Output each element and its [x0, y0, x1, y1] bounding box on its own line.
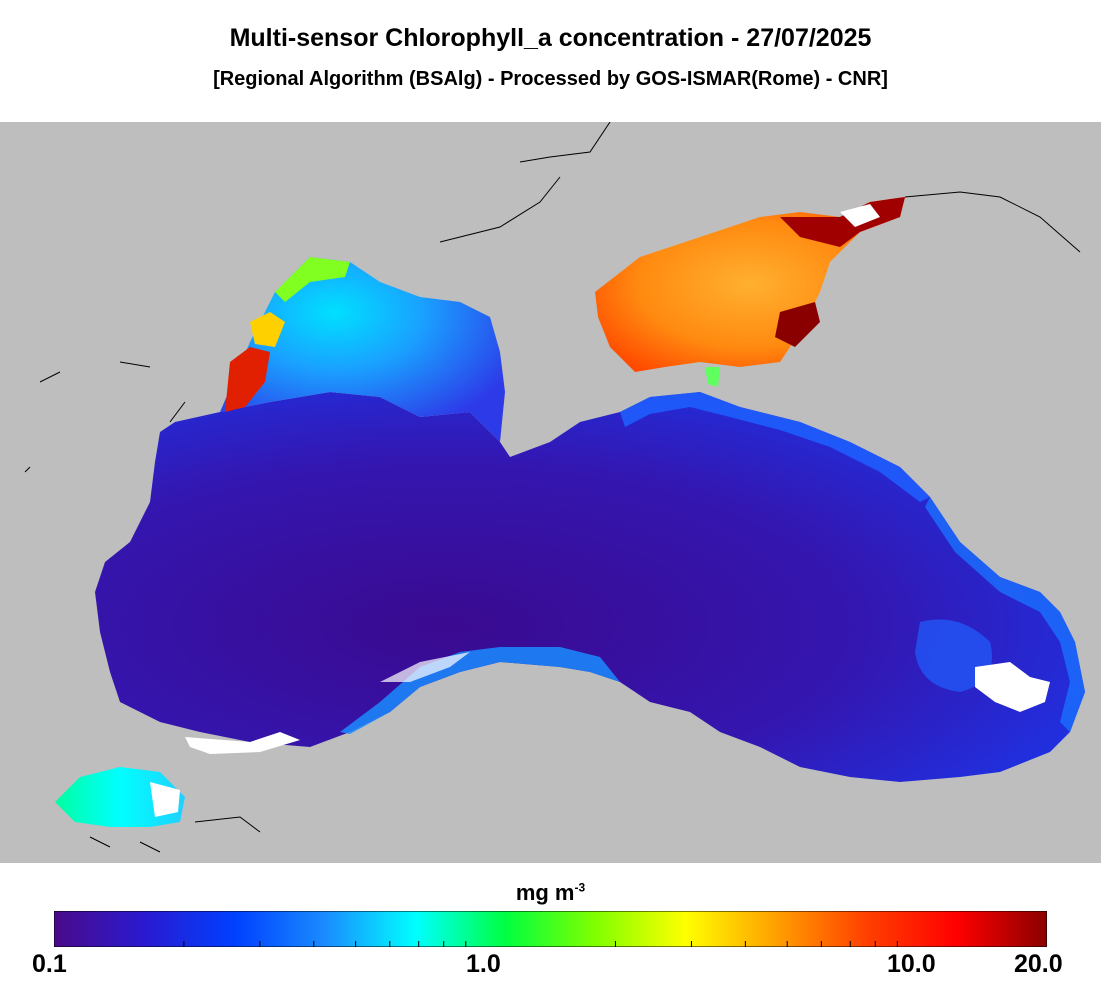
map-subtitle: [Regional Algorithm (BSAlg) - Processed …	[213, 68, 888, 90]
tick-label-10-0: 10.0	[887, 950, 936, 978]
coastline-west	[24, 361, 186, 473]
map-title: Multi-sensor Chlorophyll_a concentration…	[229, 24, 872, 52]
danube-plume	[225, 347, 270, 412]
southern-coastal-band	[340, 647, 620, 734]
black-sea-basin	[95, 392, 1085, 782]
odessa-coast	[275, 257, 350, 302]
chlorophyll-map	[0, 121, 1101, 863]
tick-label-1-0: 1.0	[466, 950, 501, 978]
colorbar-gradient	[53, 910, 1048, 948]
cloud-patch-southwest	[185, 732, 300, 754]
northwestern-shelf	[220, 257, 505, 442]
cloud-patch-southern-coast	[380, 652, 470, 682]
tick-label-0-1: 0.1	[32, 950, 67, 978]
azov-red-southeast	[775, 302, 820, 347]
eastern-coastal-band	[925, 497, 1085, 732]
cloud-patch-azov-northeast	[840, 204, 880, 227]
map-svg	[24, 121, 1085, 853]
coastline-north	[439, 121, 1081, 253]
sea-of-marmara	[55, 767, 185, 827]
colorbar-svg	[53, 910, 1048, 948]
colorbar-units: mg m-3	[0, 880, 1101, 906]
colorbar-ticks	[183, 941, 898, 947]
northern-caucasus-band	[620, 392, 930, 502]
cloud-patch-southeast	[975, 662, 1050, 712]
eastern-eddy	[915, 619, 992, 692]
coastline-marmara	[89, 816, 261, 853]
danube-plume-edge	[250, 312, 285, 347]
kerch-strait	[705, 367, 720, 387]
marmara-cloud	[150, 782, 180, 817]
tick-label-20-0: 20.0	[1014, 950, 1063, 978]
units-base: mg m	[515, 880, 575, 905]
units-exponent: -3	[574, 880, 586, 895]
colorbar	[53, 910, 1048, 948]
